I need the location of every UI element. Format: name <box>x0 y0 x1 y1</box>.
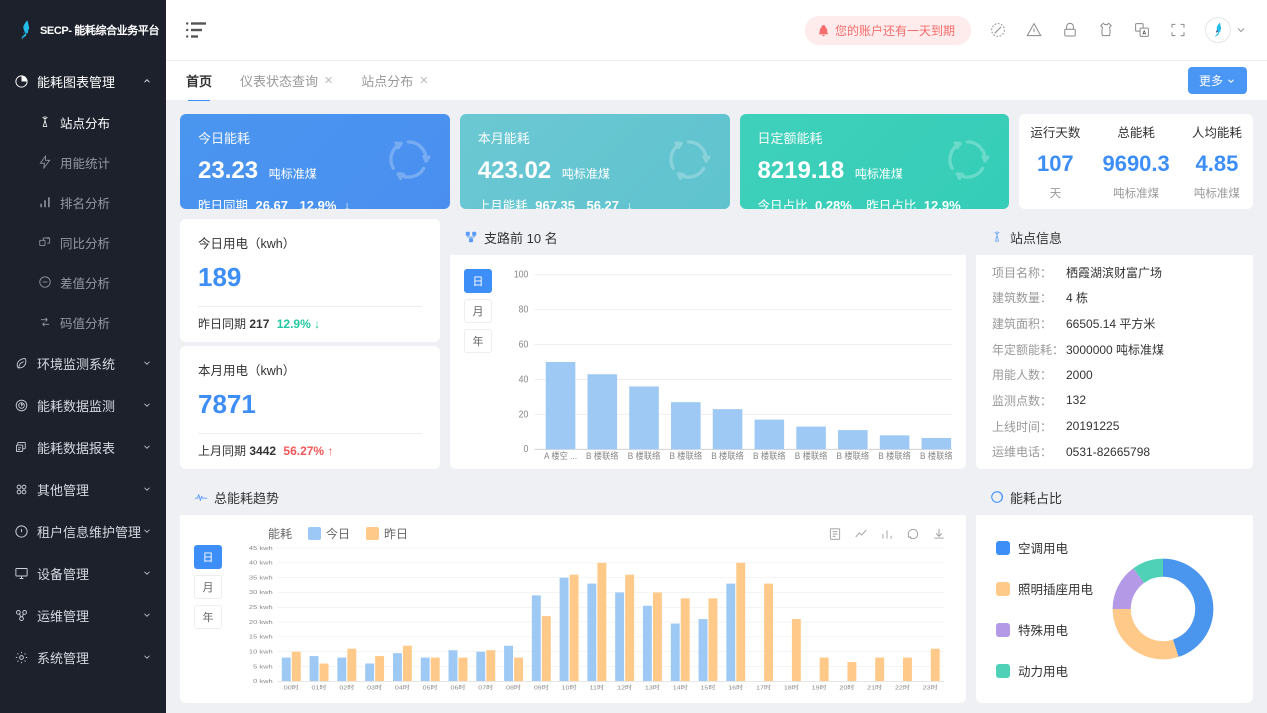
svg-text:04时: 04时 <box>395 684 411 692</box>
svg-text:0: 0 <box>524 444 529 455</box>
svg-text:B 楼联络: B 楼联络 <box>670 450 703 462</box>
svg-text:15 kwh: 15 kwh <box>249 634 273 640</box>
svg-text:01时: 01时 <box>312 684 328 692</box>
svg-text:12时: 12时 <box>617 684 633 692</box>
svg-text:B 楼联络: B 楼联络 <box>837 450 870 462</box>
svg-text:03时: 03时 <box>367 684 383 692</box>
svg-text:17时: 17时 <box>756 684 772 692</box>
svg-text:18时: 18时 <box>784 684 800 692</box>
svg-text:B 楼联络: B 楼联络 <box>878 450 911 462</box>
svg-text:0 kwh: 0 kwh <box>253 679 273 685</box>
svg-text:02时: 02时 <box>339 684 355 692</box>
svg-text:14时: 14时 <box>673 684 689 692</box>
svg-text:A: A <box>1143 31 1147 37</box>
svg-text:15时: 15时 <box>700 684 716 692</box>
svg-text:B 楼联络: B 楼联络 <box>711 450 744 462</box>
svg-text:10 kwh: 10 kwh <box>249 649 273 655</box>
svg-text:B 楼联络: B 楼联络 <box>586 450 619 462</box>
svg-text:45 kwh: 45 kwh <box>249 546 273 552</box>
svg-text:13时: 13时 <box>645 684 661 692</box>
svg-text:20: 20 <box>519 409 529 420</box>
svg-text:B 楼联络: B 楼联络 <box>753 450 786 462</box>
svg-text:09时: 09时 <box>534 684 550 692</box>
svg-text:05时: 05时 <box>423 684 439 692</box>
svg-text:35 kwh: 35 kwh <box>249 575 273 581</box>
svg-text:60: 60 <box>519 339 529 350</box>
svg-text:40 kwh: 40 kwh <box>249 560 273 566</box>
svg-text:10时: 10时 <box>562 684 578 692</box>
svg-text:25 kwh: 25 kwh <box>249 605 273 611</box>
svg-text:20时: 20时 <box>839 684 855 692</box>
svg-text:A 楼空 ...: A 楼空 ... <box>544 450 577 462</box>
svg-text:19时: 19时 <box>812 684 828 692</box>
svg-text:40: 40 <box>519 374 529 385</box>
svg-text:07时: 07时 <box>478 684 494 692</box>
svg-text:11时: 11时 <box>590 684 605 692</box>
svg-text:30 kwh: 30 kwh <box>249 590 273 596</box>
svg-text:80: 80 <box>519 304 529 315</box>
svg-text:20 kwh: 20 kwh <box>249 620 273 626</box>
svg-text:B 楼联络: B 楼联络 <box>920 450 953 462</box>
svg-text:22时: 22时 <box>895 684 911 692</box>
svg-text:5 kwh: 5 kwh <box>253 664 273 670</box>
svg-text:08时: 08时 <box>506 684 522 692</box>
svg-text:00时: 00时 <box>284 684 300 692</box>
svg-text:06时: 06时 <box>451 684 467 692</box>
svg-text:B 楼联络: B 楼联络 <box>628 450 661 462</box>
svg-text:100: 100 <box>514 269 529 280</box>
svg-text:B 楼联络: B 楼联络 <box>795 450 828 462</box>
svg-text:21时: 21时 <box>867 684 883 692</box>
svg-text:16时: 16时 <box>728 684 744 692</box>
svg-text:23时: 23时 <box>923 684 939 692</box>
